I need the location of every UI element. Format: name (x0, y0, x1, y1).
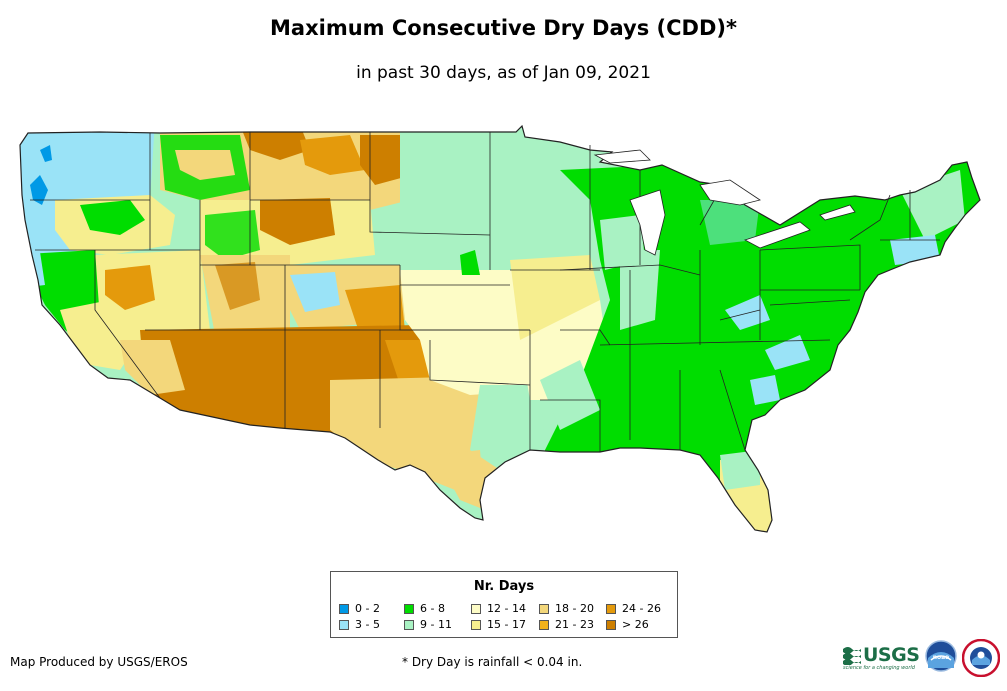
legend-label: > 26 (622, 618, 649, 631)
legend-swatch (339, 619, 349, 630)
nws-logo-icon (962, 639, 1000, 677)
legend-label: 21 - 23 (555, 618, 594, 631)
legend-item: 0 - 2 (339, 602, 380, 615)
legend-label: 3 - 5 (355, 618, 380, 631)
legend-title: Nr. Days (473, 579, 535, 594)
legend-swatch (339, 603, 349, 614)
legend-swatch (404, 603, 414, 614)
legend-item: 24 - 26 (606, 602, 661, 615)
usgs-logo: USGS science for a changing world (843, 644, 920, 671)
legend-item: 15 - 17 (471, 618, 526, 631)
legend-swatch (539, 603, 549, 614)
legend-label: 0 - 2 (355, 602, 380, 615)
dry-day-footnote: * Dry Day is rainfall < 0.04 in. (402, 655, 583, 669)
legend-item: 12 - 14 (471, 602, 526, 615)
legend-swatch (471, 619, 481, 630)
legend-label: 24 - 26 (622, 602, 661, 615)
legend-label: 18 - 20 (555, 602, 594, 615)
legend-item: 3 - 5 (339, 618, 380, 631)
us-dry-days-map (19, 124, 981, 533)
legend-swatch (606, 619, 616, 630)
svg-text:noaa: noaa (933, 654, 950, 661)
usgs-tagline: science for a changing world (843, 665, 915, 671)
map-credit: Map Produced by USGS/EROS (10, 655, 188, 669)
legend-item: 6 - 8 (404, 602, 445, 615)
noaa-logo-icon: noaa (925, 640, 957, 672)
legend-item: 18 - 20 (539, 602, 594, 615)
usgs-wordmark: USGS (863, 644, 920, 666)
legend-label: 9 - 11 (420, 618, 452, 631)
legend-label: 12 - 14 (487, 602, 526, 615)
legend-swatch (471, 603, 481, 614)
legend-item: > 26 (606, 618, 649, 631)
map-title: Maximum Consecutive Dry Days (CDD)* (270, 16, 737, 40)
legend-item: 9 - 11 (404, 618, 452, 631)
legend-swatch (404, 619, 414, 630)
legend-swatch (606, 603, 616, 614)
legend: Nr. Days 0 - 2 3 - 5 6 - 8 9 - 11 12 - 1… (330, 571, 678, 638)
legend-item: 21 - 23 (539, 618, 594, 631)
legend-label: 6 - 8 (420, 602, 445, 615)
legend-swatch (539, 619, 549, 630)
usgs-wave-icon (843, 647, 861, 665)
map-subtitle: in past 30 days, as of Jan 09, 2021 (356, 63, 651, 83)
legend-label: 15 - 17 (487, 618, 526, 631)
